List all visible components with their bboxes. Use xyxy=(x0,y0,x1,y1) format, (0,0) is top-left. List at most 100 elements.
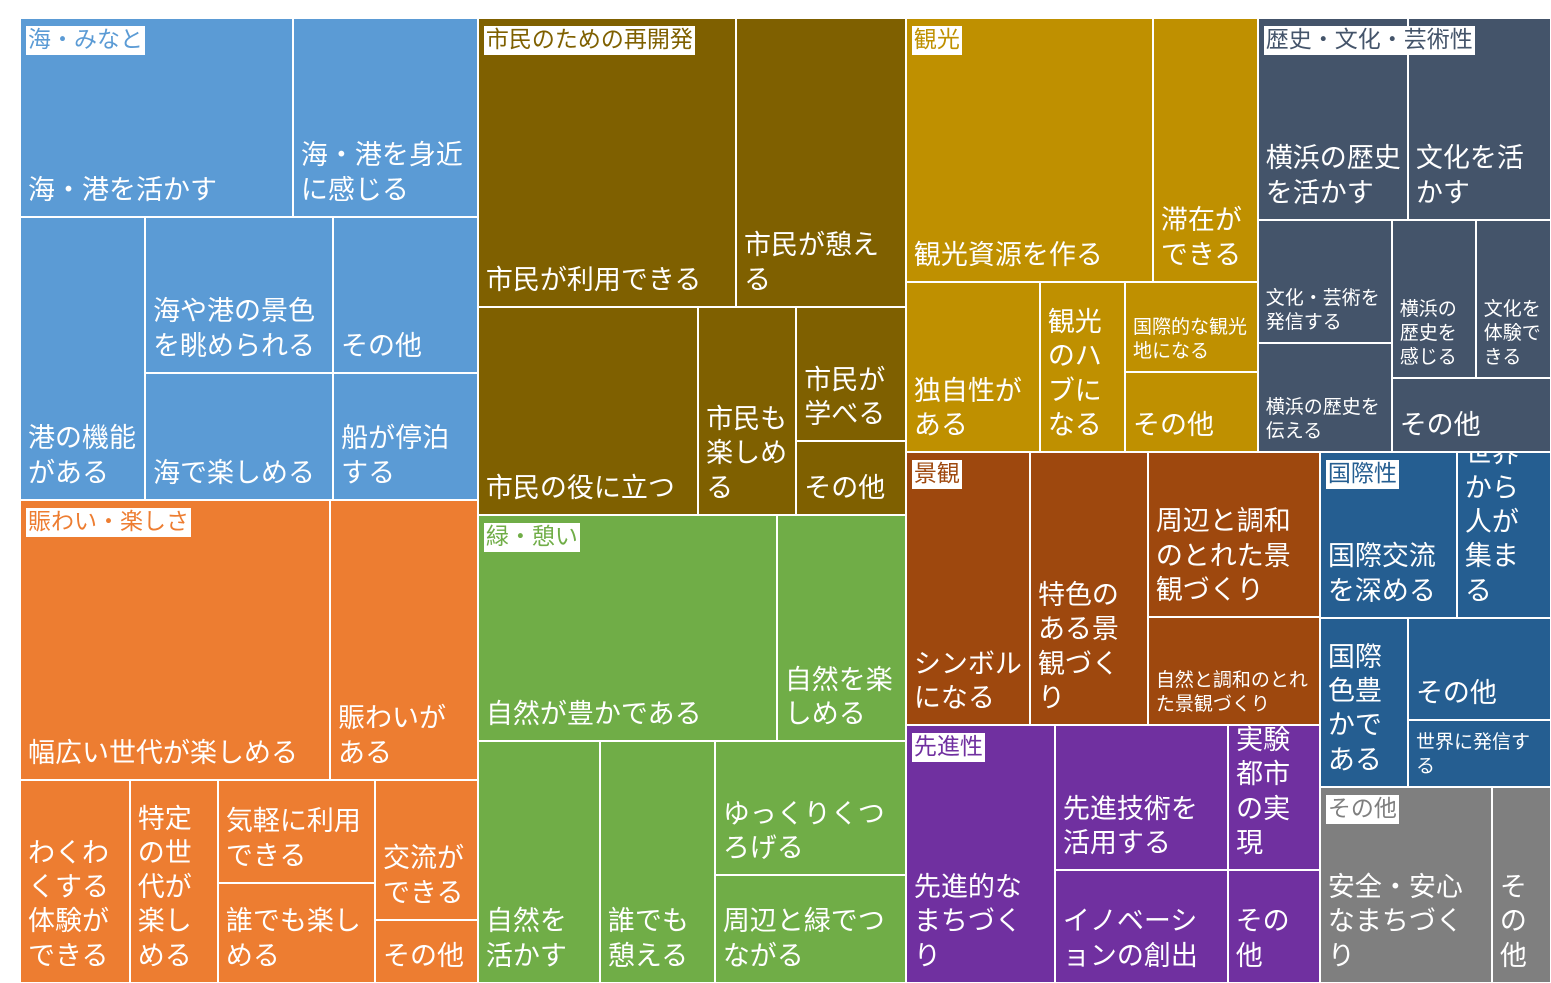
tile-label: 横浜の歴史を伝える xyxy=(1265,395,1380,442)
group-label: その他 xyxy=(1325,795,1399,824)
tile-label: 気軽に利用できる xyxy=(225,806,361,872)
tile-label: その他 xyxy=(1235,906,1290,972)
tile: 自然と調和のとれた景観づくり xyxy=(1147,617,1320,726)
tile-label: 横浜の歴史を活かす xyxy=(1265,143,1401,209)
tile: 滞在ができる xyxy=(1152,18,1258,282)
tile-label: 文化・芸術を発信する xyxy=(1265,286,1380,333)
tile-label: 自然を活かす xyxy=(485,906,567,972)
tile-label: その他 xyxy=(382,940,464,972)
group-label: 観光 xyxy=(911,26,962,55)
tile: その他 xyxy=(1125,372,1258,453)
tile-label: 交流ができる xyxy=(382,843,464,909)
tile-label: 周辺と緑でつながる xyxy=(722,906,885,972)
tile: 市民も楽しめる xyxy=(698,307,797,515)
tile-label: 周辺と調和のとれた景観づくり xyxy=(1155,506,1291,606)
tile: ゆっくりくつろげる xyxy=(714,741,906,876)
tile: その他 xyxy=(796,441,906,515)
tile: 海・港を身近に感じる xyxy=(292,18,478,217)
tile: その他 xyxy=(1391,378,1551,453)
tile: 世界に発信する xyxy=(1407,719,1551,787)
tile: 幅広い世代が楽しめる xyxy=(20,499,331,780)
tile-label: 観光のハブになる xyxy=(1047,307,1102,441)
tile-label: 海で楽しめる xyxy=(153,457,316,489)
tile: 独自性がある xyxy=(905,281,1040,453)
tile: シンボルになる xyxy=(905,452,1030,726)
tile: 先進的なまちづくり xyxy=(905,725,1055,983)
tile-label: 特定の世代が楽しめる xyxy=(137,803,192,972)
tile: 交流ができる xyxy=(374,779,478,920)
tile-label: 誰でも憩える xyxy=(607,906,689,972)
tile: その他 xyxy=(1491,787,1551,983)
tile: 誰でも楽しめる xyxy=(217,883,375,983)
group-label: 先進性 xyxy=(911,733,985,763)
tile: 船が停泊する xyxy=(333,372,478,500)
tile: その他 xyxy=(1227,870,1320,983)
tile: 特定の世代が楽しめる xyxy=(129,779,218,983)
tile-label: 賑わいがある xyxy=(338,703,447,769)
tile: その他 xyxy=(374,919,478,983)
tile-label: 市民も楽しめる xyxy=(706,404,788,504)
tile-label: 実験都市の実現 xyxy=(1236,725,1291,859)
tile-label: 船が停泊する xyxy=(341,423,450,489)
tile-label: 安全・安心なまちづくり xyxy=(1327,872,1463,972)
tile: 自然を活かす xyxy=(477,741,600,983)
tile: 世界から人が集まる xyxy=(1456,452,1551,618)
tile-label: その他 xyxy=(1399,409,1481,441)
tile: 先進技術を活用する xyxy=(1054,725,1229,871)
tile: 自然が豊かである xyxy=(477,514,777,742)
tile: 市民が利用できる xyxy=(477,18,736,308)
tile-label: 世界から人が集まる xyxy=(1464,452,1519,607)
tile: 実験都市の実現 xyxy=(1228,725,1320,871)
group-label: 緑・憩い xyxy=(483,522,580,552)
tile-label: 誰でも楽しめる xyxy=(225,906,361,972)
tile-label: 横浜の歴史を感じる xyxy=(1399,297,1457,368)
tile-label: わくわくする体験ができる xyxy=(28,837,109,972)
group-label: 歴史・文化・芸術性 xyxy=(1263,26,1475,55)
tile: 市民が憩える xyxy=(735,18,906,308)
tile-label: 自然が豊かである xyxy=(485,698,702,730)
tile-label: 海・港を身近に感じる xyxy=(300,140,463,206)
tile: 周辺と調和のとれた景観づくり xyxy=(1147,452,1320,618)
tile: 海や港の景色を眺められる xyxy=(145,216,333,373)
tile-label: 観光資源を作る xyxy=(913,239,1103,271)
tile-label: 国際交流を深める xyxy=(1327,541,1436,607)
tile-label: 滞在ができる xyxy=(1160,205,1242,271)
tile-label: 市民が利用できる xyxy=(485,264,702,296)
tile-label: シンボルになる xyxy=(913,648,1022,715)
tile-label: 市民の役に立つ xyxy=(485,472,675,504)
tile-label: 海や港の景色を眺められる xyxy=(153,296,316,362)
tile-label: 文化を活かす xyxy=(1415,143,1524,209)
tile: 文化を体験できる xyxy=(1475,219,1551,379)
tile-label: ゆっくりくつろげる xyxy=(722,798,885,864)
group-label: 景観 xyxy=(911,460,962,489)
tile: 特色のある景観づくり xyxy=(1029,452,1148,726)
tile: その他 xyxy=(332,216,478,373)
tile-label: 先進的なまちづくり xyxy=(913,872,1022,972)
tile: 文化・芸術を発信する xyxy=(1257,219,1392,344)
tile-label: 自然を楽しめる xyxy=(784,664,893,730)
group-label: 海・みなと xyxy=(26,26,145,55)
tile: わくわくする体験ができる xyxy=(20,779,130,983)
group-label: 国際性 xyxy=(1325,460,1399,489)
tile-label: 港の機能がある xyxy=(28,423,136,489)
tile: 賑わいがある xyxy=(330,499,478,780)
tile-label: 先進技術を活用する xyxy=(1062,793,1198,859)
tile-label: 特色のある景観づくり xyxy=(1037,580,1119,715)
tile-label: 自然と調和のとれた景観づくり xyxy=(1155,669,1308,716)
treemap: 海・港を活かす 海・港を身近に感じる 港の機能がある 海や港の景色を眺められる その他海… xyxy=(20,18,1551,983)
tile: 国際的な観光地になる xyxy=(1125,281,1258,373)
tile-label: その他 xyxy=(340,330,422,362)
group-label: 市民のための再開発 xyxy=(483,26,695,55)
tile: 国際色豊かである xyxy=(1319,617,1408,787)
tile-label: 国際的な観光地になる xyxy=(1133,316,1248,363)
tile: 気軽に利用できる xyxy=(217,779,375,884)
group-label: 賑わい・楽しさ xyxy=(26,507,191,537)
tile: 観光のハブになる xyxy=(1039,281,1125,453)
tile-label: イノベーションの創出 xyxy=(1062,906,1198,972)
tile: 自然を楽しめる xyxy=(776,514,906,742)
tile: 市民が学べる xyxy=(796,307,906,442)
tile: 海で楽しめる xyxy=(145,372,334,500)
tile-label: その他 xyxy=(804,472,886,504)
tile-label: その他 xyxy=(1133,409,1214,441)
tile: 観光資源を作る xyxy=(905,18,1153,282)
